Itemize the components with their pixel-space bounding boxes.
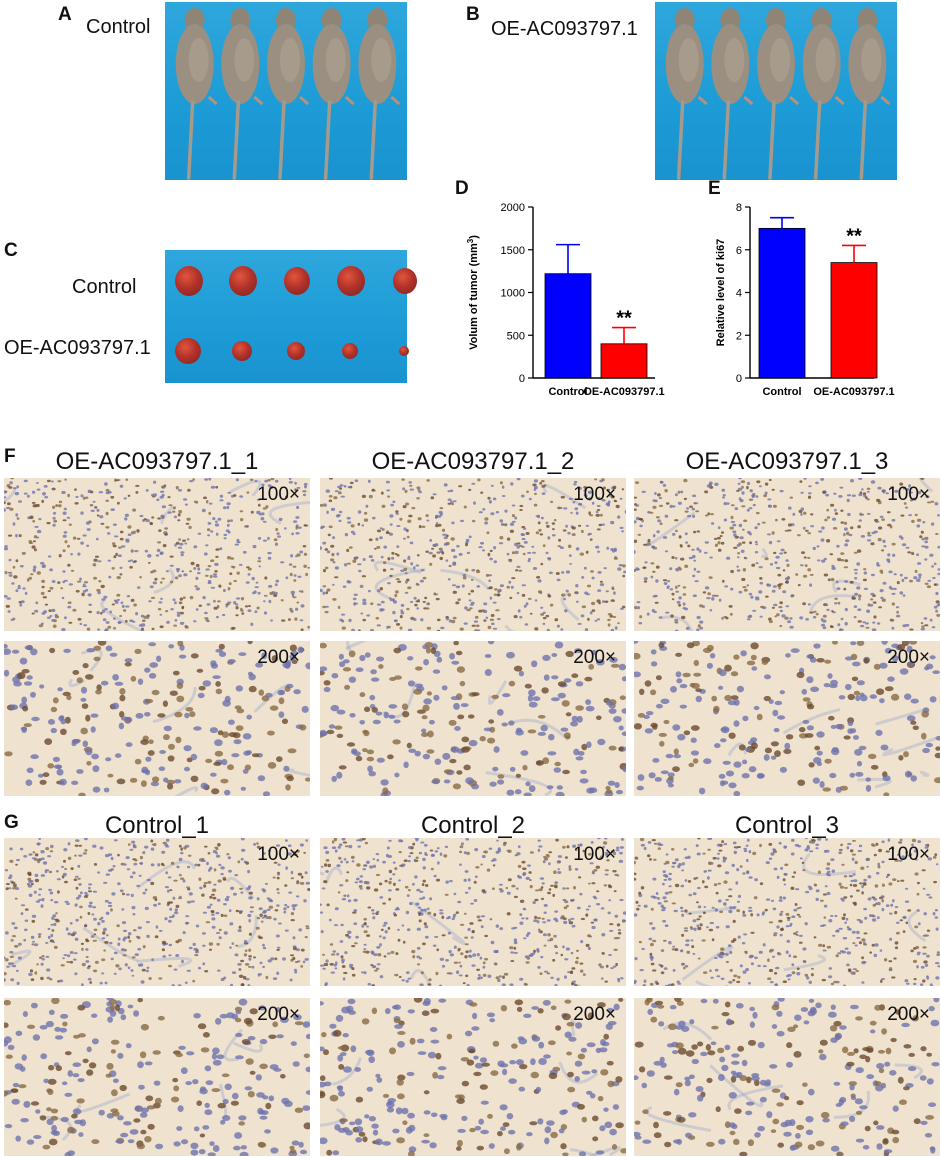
panel-label-c: C [4,240,18,261]
panel-c-row-label-control: Control [72,276,137,298]
panel-label-a: A [58,4,72,25]
y-tick-label: 6 [736,245,742,257]
bar-oe-ac093797-1 [830,262,878,379]
magnification-label: 100× [257,844,300,865]
mouse-body-icon [665,8,708,180]
significance-marker: ** [616,308,632,330]
panel-b-group-label: OE-AC093797.1 [491,18,638,40]
mouse-body-icon [848,8,891,180]
histology-image-oe-2-200x: 200× [320,641,626,796]
histology-image-oe-1-200x: 200× [4,641,310,796]
y-tick-label: 500 [507,330,525,342]
x-tick-label: Control [548,386,587,398]
y-tick-label: 0 [736,373,742,385]
magnification-label: 200× [573,647,616,668]
magnification-label: 100× [257,484,300,505]
mouse-body-icon [711,8,754,180]
magnification-label: 200× [257,1004,300,1025]
excised-tumor-oe [232,341,252,361]
histology-image-oe-2-100x: 100× [320,478,626,631]
histology-image-control-1-100x: 100× [4,838,310,986]
y-axis-title: Relative level of ki67 [715,239,727,347]
panel-label-d: D [455,178,469,199]
histology-image-control-3-100x: 100× [634,838,940,986]
panel-g-column-title-1: Control_1 [104,812,210,839]
x-tick-label: OE-AC093797.1 [583,386,664,398]
excised-tumor-oe [399,346,409,356]
y-tick-label: 8 [736,202,742,214]
panel-c-tumor-photo [165,250,417,383]
histology-image-oe-3-200x: 200× [634,641,940,796]
panel-b-mice-photo [655,2,897,180]
y-tick-label: 2 [736,330,742,342]
panel-g-column-title-2: Control_2 [420,812,526,839]
y-tick-label: 1500 [501,245,525,257]
mouse-body-icon [267,8,309,180]
panel-label-f: F [4,446,16,467]
excised-tumor-control [284,267,310,295]
mouse-body-icon [802,8,845,180]
panel-f-column-title-3: OE-AC093797.1_3 [685,448,889,475]
magnification-label: 200× [887,647,930,668]
histology-image-oe-1-100x: 100× [4,478,310,631]
panel-e-bar-chart: 0 2 4 6 8 Control OE-AC093797.1 ** Relative leve… [715,202,895,398]
histology-image-oe-3-100x: 100× [634,478,940,631]
panel-g-column-title-3: Control_3 [734,812,840,839]
mouse-body-icon [175,8,218,180]
histology-image-control-3-200x: 200× [634,998,940,1156]
panel-c-row-label-oe: OE-AC093797.1 [4,337,151,359]
excised-tumor-control [175,266,203,296]
mouse-body-icon [221,8,264,180]
magnification-label: 200× [887,1004,930,1025]
panel-label-g: G [4,812,19,833]
panel-f-column-title-1: OE-AC093797.1_1 [55,448,259,475]
panel-f-column-title-2: OE-AC093797.1_2 [371,448,575,475]
panel-label-e: E [708,178,721,199]
excised-tumor-oe [287,342,305,360]
x-tick-label: OE-AC093797.1 [813,386,894,398]
histology-image-control-2-200x: 200× [320,998,626,1156]
excised-tumor-control [393,268,417,294]
histology-image-control-1-200x: 200× [4,998,310,1156]
magnification-label: 100× [573,484,616,505]
magnification-label: 200× [257,647,300,668]
magnification-label: 100× [887,484,930,505]
y-tick-label: 2000 [501,202,525,214]
mouse-body-icon [312,8,355,180]
mouse-body-icon [757,8,799,180]
magnification-label: 100× [887,844,930,865]
panel-a-group-label: Control [86,16,151,38]
x-tick-label: Control [762,386,801,398]
excised-tumor-oe [342,343,358,359]
excised-tumor-control [229,266,257,296]
histology-image-control-2-100x: 100× [320,838,626,986]
bar-oe-ac093797-1 [600,343,648,379]
magnification-label: 200× [573,1004,616,1025]
mouse-body-icon [358,8,401,180]
bar-control [758,227,806,379]
y-tick-label: 4 [736,288,742,300]
y-tick-label: 1000 [501,288,525,300]
magnification-label: 100× [573,844,616,865]
y-axis-title: Volum of tumor (mm3) [466,235,481,350]
panel-label-b: B [466,4,480,25]
excised-tumor-oe [175,338,201,364]
bar-control [544,273,592,379]
significance-marker: ** [846,225,862,247]
y-tick-label: 0 [519,373,525,385]
panel-a-mice-photo [165,2,407,180]
excised-tumor-control [337,266,365,296]
